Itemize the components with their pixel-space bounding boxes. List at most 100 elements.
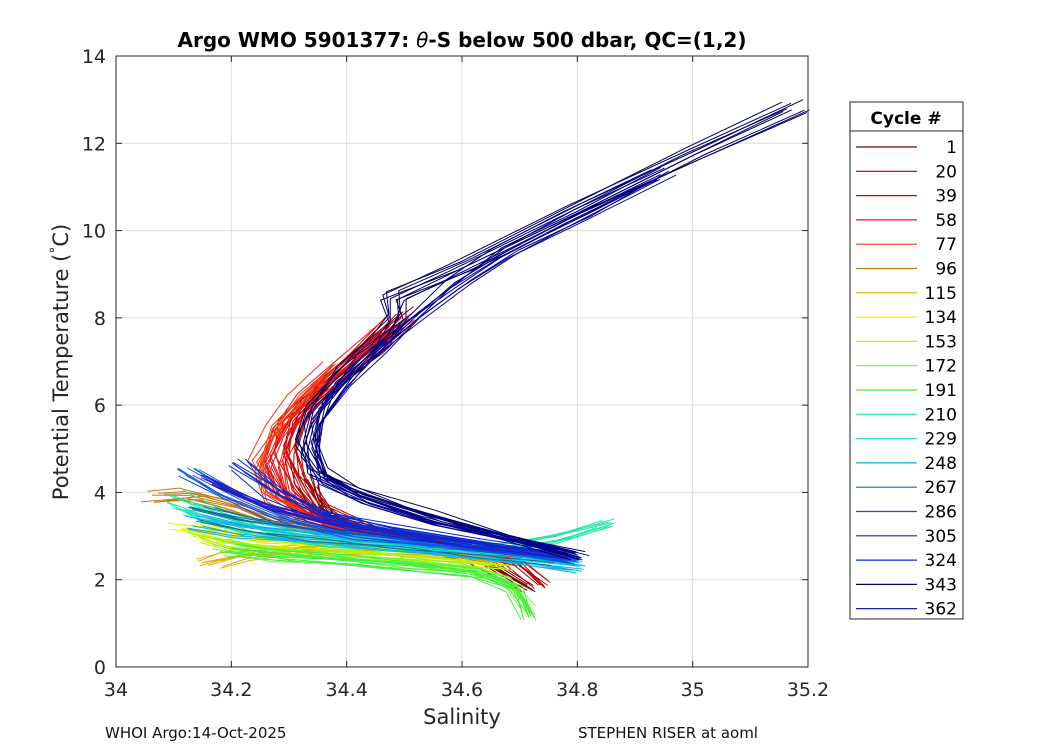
series-324 — [228, 458, 560, 557]
legend-entry: 286 — [856, 503, 957, 523]
legend-label: 362 — [925, 600, 957, 620]
series-line-362 — [316, 167, 665, 553]
y-tick-label: 4 — [94, 482, 106, 504]
legend-box — [849, 101, 964, 620]
legend-label: 134 — [925, 308, 957, 328]
y-tick-label: 8 — [94, 308, 106, 330]
legend-entry: 115 — [856, 284, 957, 304]
series-191 — [219, 544, 537, 621]
y-axis-label-unit: C) — [49, 224, 73, 247]
x-tick-label: 34 — [104, 679, 128, 701]
series-line-172 — [227, 551, 536, 616]
chart-title-prefix: Argo WMO 5901377: — [178, 28, 417, 52]
legend-label: 1 — [946, 138, 957, 158]
legend-label: 343 — [925, 575, 957, 595]
footer-left: WHOI Argo:14-Oct-2025 — [105, 724, 287, 742]
series-line-362 — [303, 169, 652, 554]
series-line-324 — [233, 463, 558, 555]
legend-entry: 210 — [856, 405, 957, 425]
series-line-362 — [300, 178, 657, 561]
legend-entry: 77 — [856, 235, 957, 255]
series-line-324 — [244, 458, 558, 552]
series-line-248 — [197, 519, 578, 567]
series-line-362 — [318, 174, 677, 559]
series-line-191 — [250, 552, 537, 621]
x-tick-label: 34.6 — [441, 679, 483, 701]
x-tick-label: 35.2 — [787, 679, 829, 701]
series-line-343 — [303, 108, 787, 557]
legend-entry: 343 — [856, 575, 957, 595]
series-line-191 — [224, 550, 530, 617]
series-line-191 — [236, 544, 532, 618]
y-axis-label-main: Potential Temperature ( — [49, 254, 73, 501]
series-line-248 — [188, 528, 577, 574]
legend-label: 210 — [925, 405, 957, 425]
legend-entry: 191 — [856, 381, 957, 401]
legend-entries: 1 20 39 58 77 96 115 134 153 172 191 210 229 248 267 28… — [856, 138, 957, 620]
series-line-324 — [231, 469, 545, 557]
series-line-286 — [192, 474, 575, 565]
series-line-362 — [311, 166, 662, 554]
series-line-153 — [186, 531, 499, 565]
legend-entry: 362 — [856, 600, 957, 620]
y-axis-label: Potential Temperature (°C) — [48, 224, 73, 500]
series-line-362 — [310, 173, 661, 556]
legend-label: 58 — [935, 211, 957, 231]
legend-title: Cycle # — [870, 109, 941, 129]
series-line-153 — [189, 532, 507, 567]
series-line-191 — [240, 545, 529, 615]
series-line-362 — [318, 170, 670, 557]
legend-label: 96 — [935, 260, 957, 280]
legend: Cycle # 1 20 39 58 77 96 115 134 153 172 191 210 229… — [849, 101, 964, 620]
legend-label: 20 — [935, 162, 957, 182]
y-axis-label-degree: ° — [48, 247, 64, 254]
legend-entry: 58 — [856, 211, 957, 231]
legend-label: 305 — [925, 527, 957, 547]
legend-entry: 134 — [856, 308, 957, 328]
series-line-324 — [228, 465, 548, 554]
x-axis-label: Salinity — [423, 705, 501, 729]
legend-label: 115 — [925, 284, 957, 304]
legend-entry: 267 — [856, 478, 957, 498]
legend-label: 286 — [925, 503, 957, 523]
legend-label: 229 — [925, 430, 957, 450]
y-tick-label: 12 — [82, 133, 106, 155]
chart-title-suffix: -S below 500 dbar, QC=(1,2) — [428, 28, 746, 52]
series-line-191 — [228, 548, 530, 619]
y-tick-label: 14 — [82, 46, 106, 68]
x-tick-label: 34.4 — [326, 679, 368, 701]
x-tick-label: 34.2 — [210, 679, 252, 701]
legend-label: 39 — [935, 187, 957, 207]
legend-label: 248 — [925, 454, 957, 474]
chart-title: Argo WMO 5901377: θ-S below 500 dbar, QC… — [178, 28, 747, 52]
plot-area: 34 34.2 34.4 34.6 34.8 35 35.2 0 2 4 6 8 10 12 14 — [82, 46, 829, 701]
series-line-267 — [196, 520, 551, 566]
series-line-343 — [305, 109, 792, 557]
series-line-172 — [211, 537, 531, 607]
legend-entry: 305 — [856, 527, 957, 547]
legend-entry: 248 — [856, 454, 957, 474]
y-tick-label: 2 — [94, 570, 106, 592]
legend-entry: 324 — [856, 551, 957, 571]
legend-entry: 229 — [856, 430, 957, 450]
series-line-153 — [198, 534, 511, 566]
chart-title-theta: θ — [416, 28, 428, 52]
legend-entry: 153 — [856, 332, 957, 352]
x-tick-label: 35 — [681, 679, 705, 701]
legend-entry: 1 — [856, 138, 957, 158]
legend-label: 324 — [925, 551, 957, 571]
legend-entry: 20 — [856, 162, 957, 182]
series-line-324 — [232, 461, 560, 555]
legend-entry: 39 — [856, 187, 957, 207]
legend-label: 153 — [925, 332, 957, 352]
x-tick-label: 34.8 — [556, 679, 598, 701]
series-line-362 — [314, 178, 661, 560]
legend-entry: 96 — [856, 260, 957, 280]
y-tick-label: 6 — [94, 395, 106, 417]
legend-label: 191 — [925, 381, 957, 401]
series-line-343 — [296, 101, 783, 553]
y-axis-ticks: 0 2 4 6 8 10 12 14 — [82, 46, 808, 679]
x-axis-ticks: 34 34.2 34.4 34.6 34.8 35 35.2 — [104, 56, 829, 701]
series-362 — [300, 166, 677, 561]
